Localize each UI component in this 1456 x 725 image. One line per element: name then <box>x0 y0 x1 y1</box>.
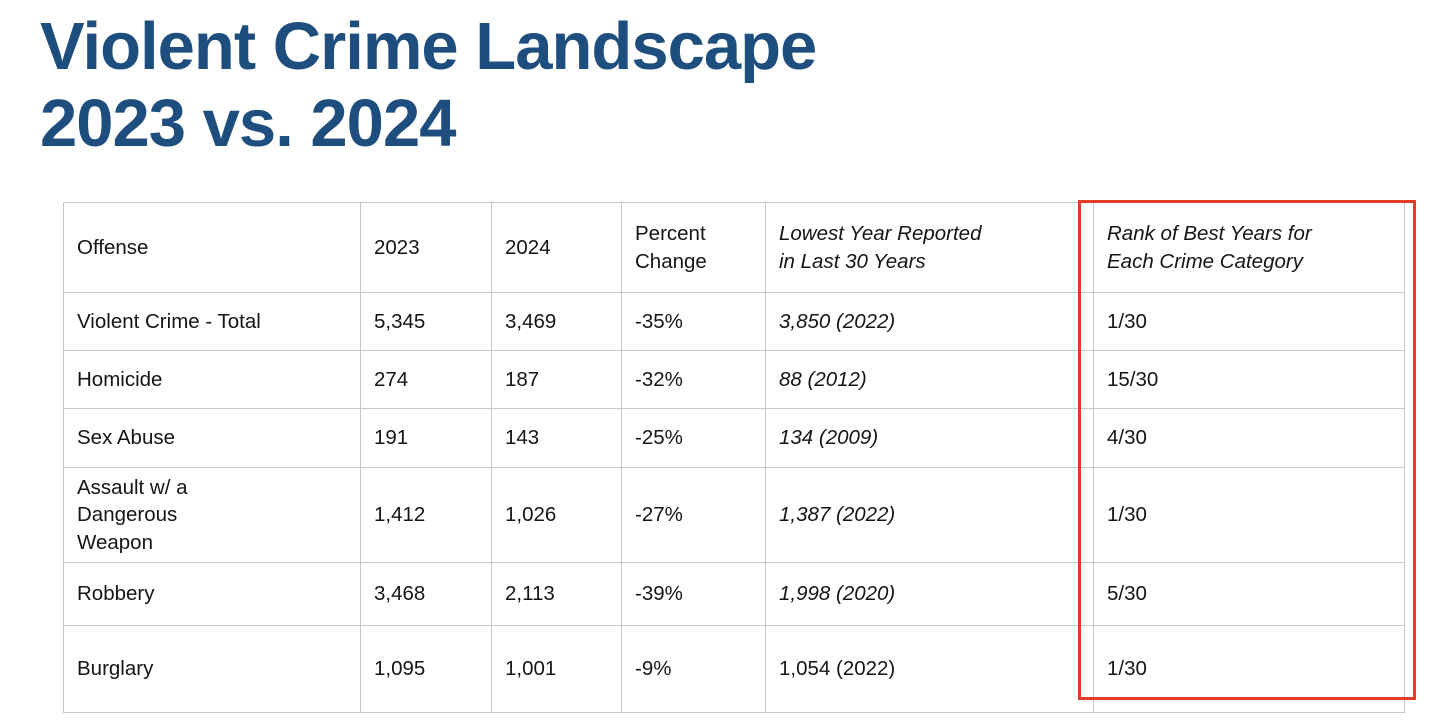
lowest-year-cell: 88 (2012) <box>765 350 1094 409</box>
page-title-line1: Violent Crime Landscape <box>40 9 817 84</box>
y2023-cell: 3,468 <box>360 562 492 626</box>
offense-label: Assault w/ a Dangerous Weapon <box>77 476 188 554</box>
y2023-cell: 5,345 <box>360 292 492 351</box>
header-label-2024: 2024 <box>505 235 551 259</box>
y2023-cell: 1,412 <box>360 467 492 563</box>
offense-cell: Robbery <box>63 562 361 626</box>
pct-change-cell: -9% <box>621 625 766 713</box>
pct-change-cell: -35% <box>621 292 766 351</box>
header-cell-percent-change: Percent Change <box>621 202 766 293</box>
y2024-cell: 1,001 <box>491 625 622 713</box>
pct-change-cell: -32% <box>621 350 766 409</box>
rank-cell: 1/30 <box>1093 467 1405 563</box>
table-row-assault: Assault w/ a Dangerous Weapon 1,412 1,02… <box>63 467 1405 563</box>
rank-cell: 15/30 <box>1093 350 1405 409</box>
y2024-cell: 143 <box>491 408 622 468</box>
offense-cell: Assault w/ a Dangerous Weapon <box>63 467 361 563</box>
offense-cell: Sex Abuse <box>63 408 361 468</box>
crime-stats-table: Offense 2023 2024 Percent Change Lowest … <box>63 202 1405 713</box>
header-cell-rank: Rank of Best Years for Each Crime Catego… <box>1093 202 1405 293</box>
y2024-cell: 2,113 <box>491 562 622 626</box>
y2024-cell: 187 <box>491 350 622 409</box>
page-title: Violent Crime Landscape 2023 vs. 2024 <box>40 8 817 162</box>
header-label-percent-change: Percent Change <box>635 222 707 273</box>
y2024-cell: 3,469 <box>491 292 622 351</box>
lowest-year-cell: 3,850 (2022) <box>765 292 1094 351</box>
lowest-year-cell: 1,054 (2022) <box>765 625 1094 713</box>
lowest-year-cell: 134 (2009) <box>765 408 1094 468</box>
y2023-cell: 191 <box>360 408 492 468</box>
pct-change-cell: -39% <box>621 562 766 626</box>
lowest-year-cell: 1,387 (2022) <box>765 467 1094 563</box>
y2023-cell: 1,095 <box>360 625 492 713</box>
pct-change-cell: -27% <box>621 467 766 563</box>
pct-change-cell: -25% <box>621 408 766 468</box>
offense-cell: Violent Crime - Total <box>63 292 361 351</box>
header-label-2023: 2023 <box>374 235 420 259</box>
table-row-robbery: Robbery 3,468 2,113 -39% 1,998 (2020) 5/… <box>63 562 1405 626</box>
header-cell-2024: 2024 <box>491 202 622 293</box>
table-row-violent-crime-total: Violent Crime - Total 5,345 3,469 -35% 3… <box>63 292 1405 351</box>
rank-cell: 5/30 <box>1093 562 1405 626</box>
header-label-rank: Rank of Best Years for Each Crime Catego… <box>1107 222 1312 273</box>
offense-cell: Burglary <box>63 625 361 713</box>
offense-cell: Homicide <box>63 350 361 409</box>
y2023-cell: 274 <box>360 350 492 409</box>
lowest-year-cell: 1,998 (2020) <box>765 562 1094 626</box>
rank-cell: 1/30 <box>1093 292 1405 351</box>
page-title-line2: 2023 vs. 2024 <box>40 86 456 161</box>
header-cell-lowest-year: Lowest Year Reported in Last 30 Years <box>765 202 1094 293</box>
rank-cell: 1/30 <box>1093 625 1405 713</box>
header-cell-offense: Offense <box>63 202 361 293</box>
table-row-sex-abuse: Sex Abuse 191 143 -25% 134 (2009) 4/30 <box>63 408 1405 468</box>
table-row-burglary: Burglary 1,095 1,001 -9% 1,054 (2022) 1/… <box>63 625 1405 713</box>
table-row-homicide: Homicide 274 187 -32% 88 (2012) 15/30 <box>63 350 1405 409</box>
header-cell-2023: 2023 <box>360 202 492 293</box>
y2024-cell: 1,026 <box>491 467 622 563</box>
header-label-lowest-year: Lowest Year Reported in Last 30 Years <box>779 222 982 273</box>
rank-cell: 4/30 <box>1093 408 1405 468</box>
header-label-offense: Offense <box>77 235 149 259</box>
table-header-row: Offense 2023 2024 Percent Change Lowest … <box>63 202 1405 293</box>
